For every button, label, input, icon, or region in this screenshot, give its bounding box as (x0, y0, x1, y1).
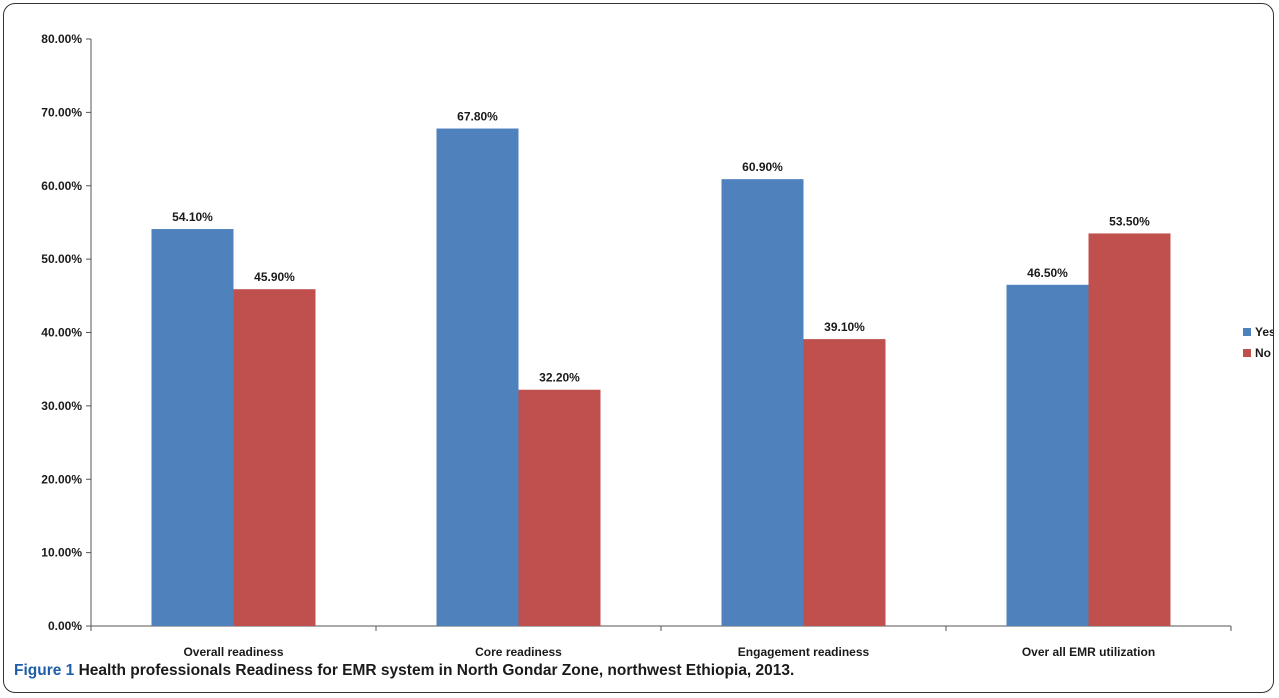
caption-text: Health professionals Readiness for EMR s… (78, 662, 795, 679)
bar-yes (1006, 284, 1089, 626)
y-tick-label: 50.00% (41, 252, 82, 266)
bar-yes (721, 179, 804, 627)
x-category-label: Core readiness (475, 645, 562, 659)
legend-label-yes: Yes (1255, 325, 1274, 339)
y-tick-label: 10.00% (41, 546, 82, 560)
data-label: 45.90% (254, 270, 295, 284)
y-tick-label: 0.00% (48, 619, 82, 633)
data-label: 39.10% (824, 320, 865, 334)
caption-label: Figure 1 (14, 662, 75, 679)
bar-no (803, 339, 886, 626)
data-label: 54.10% (172, 210, 213, 224)
y-tick-label: 60.00% (41, 179, 82, 193)
figure-caption: Figure 1 Health professionals Readiness … (14, 662, 794, 680)
bar-no (518, 389, 601, 626)
x-category-label: Overall readiness (183, 645, 283, 659)
data-label: 53.50% (1109, 214, 1150, 228)
bar-no (233, 289, 316, 626)
bar-yes (436, 128, 519, 626)
y-tick-label: 20.00% (41, 472, 82, 486)
data-label: 46.50% (1027, 266, 1068, 280)
y-tick-label: 30.00% (41, 399, 82, 413)
data-label: 60.90% (742, 160, 783, 174)
data-label: 32.20% (539, 371, 580, 385)
figure-frame: 0.00% 10.00% 20.00% 30.00% 40.00% 50.00% 60.00… (3, 3, 1274, 693)
x-category-label: Over all EMR utilization (1022, 645, 1155, 659)
bar-yes (151, 229, 234, 626)
y-tick-label: 40.00% (41, 326, 82, 340)
bar-chart: 0.00% 10.00% 20.00% 30.00% 40.00% 50.00% 60.00… (41, 32, 1274, 659)
legend-swatch-yes (1243, 328, 1251, 336)
y-tick-label: 80.00% (41, 32, 82, 46)
x-category-label: Engagement readiness (738, 645, 870, 659)
data-label: 67.80% (457, 110, 498, 124)
y-tick-label: 70.00% (41, 105, 82, 119)
legend-swatch-no (1243, 349, 1251, 357)
bar-no (1088, 233, 1171, 626)
legend-label-no: No (1255, 346, 1271, 360)
